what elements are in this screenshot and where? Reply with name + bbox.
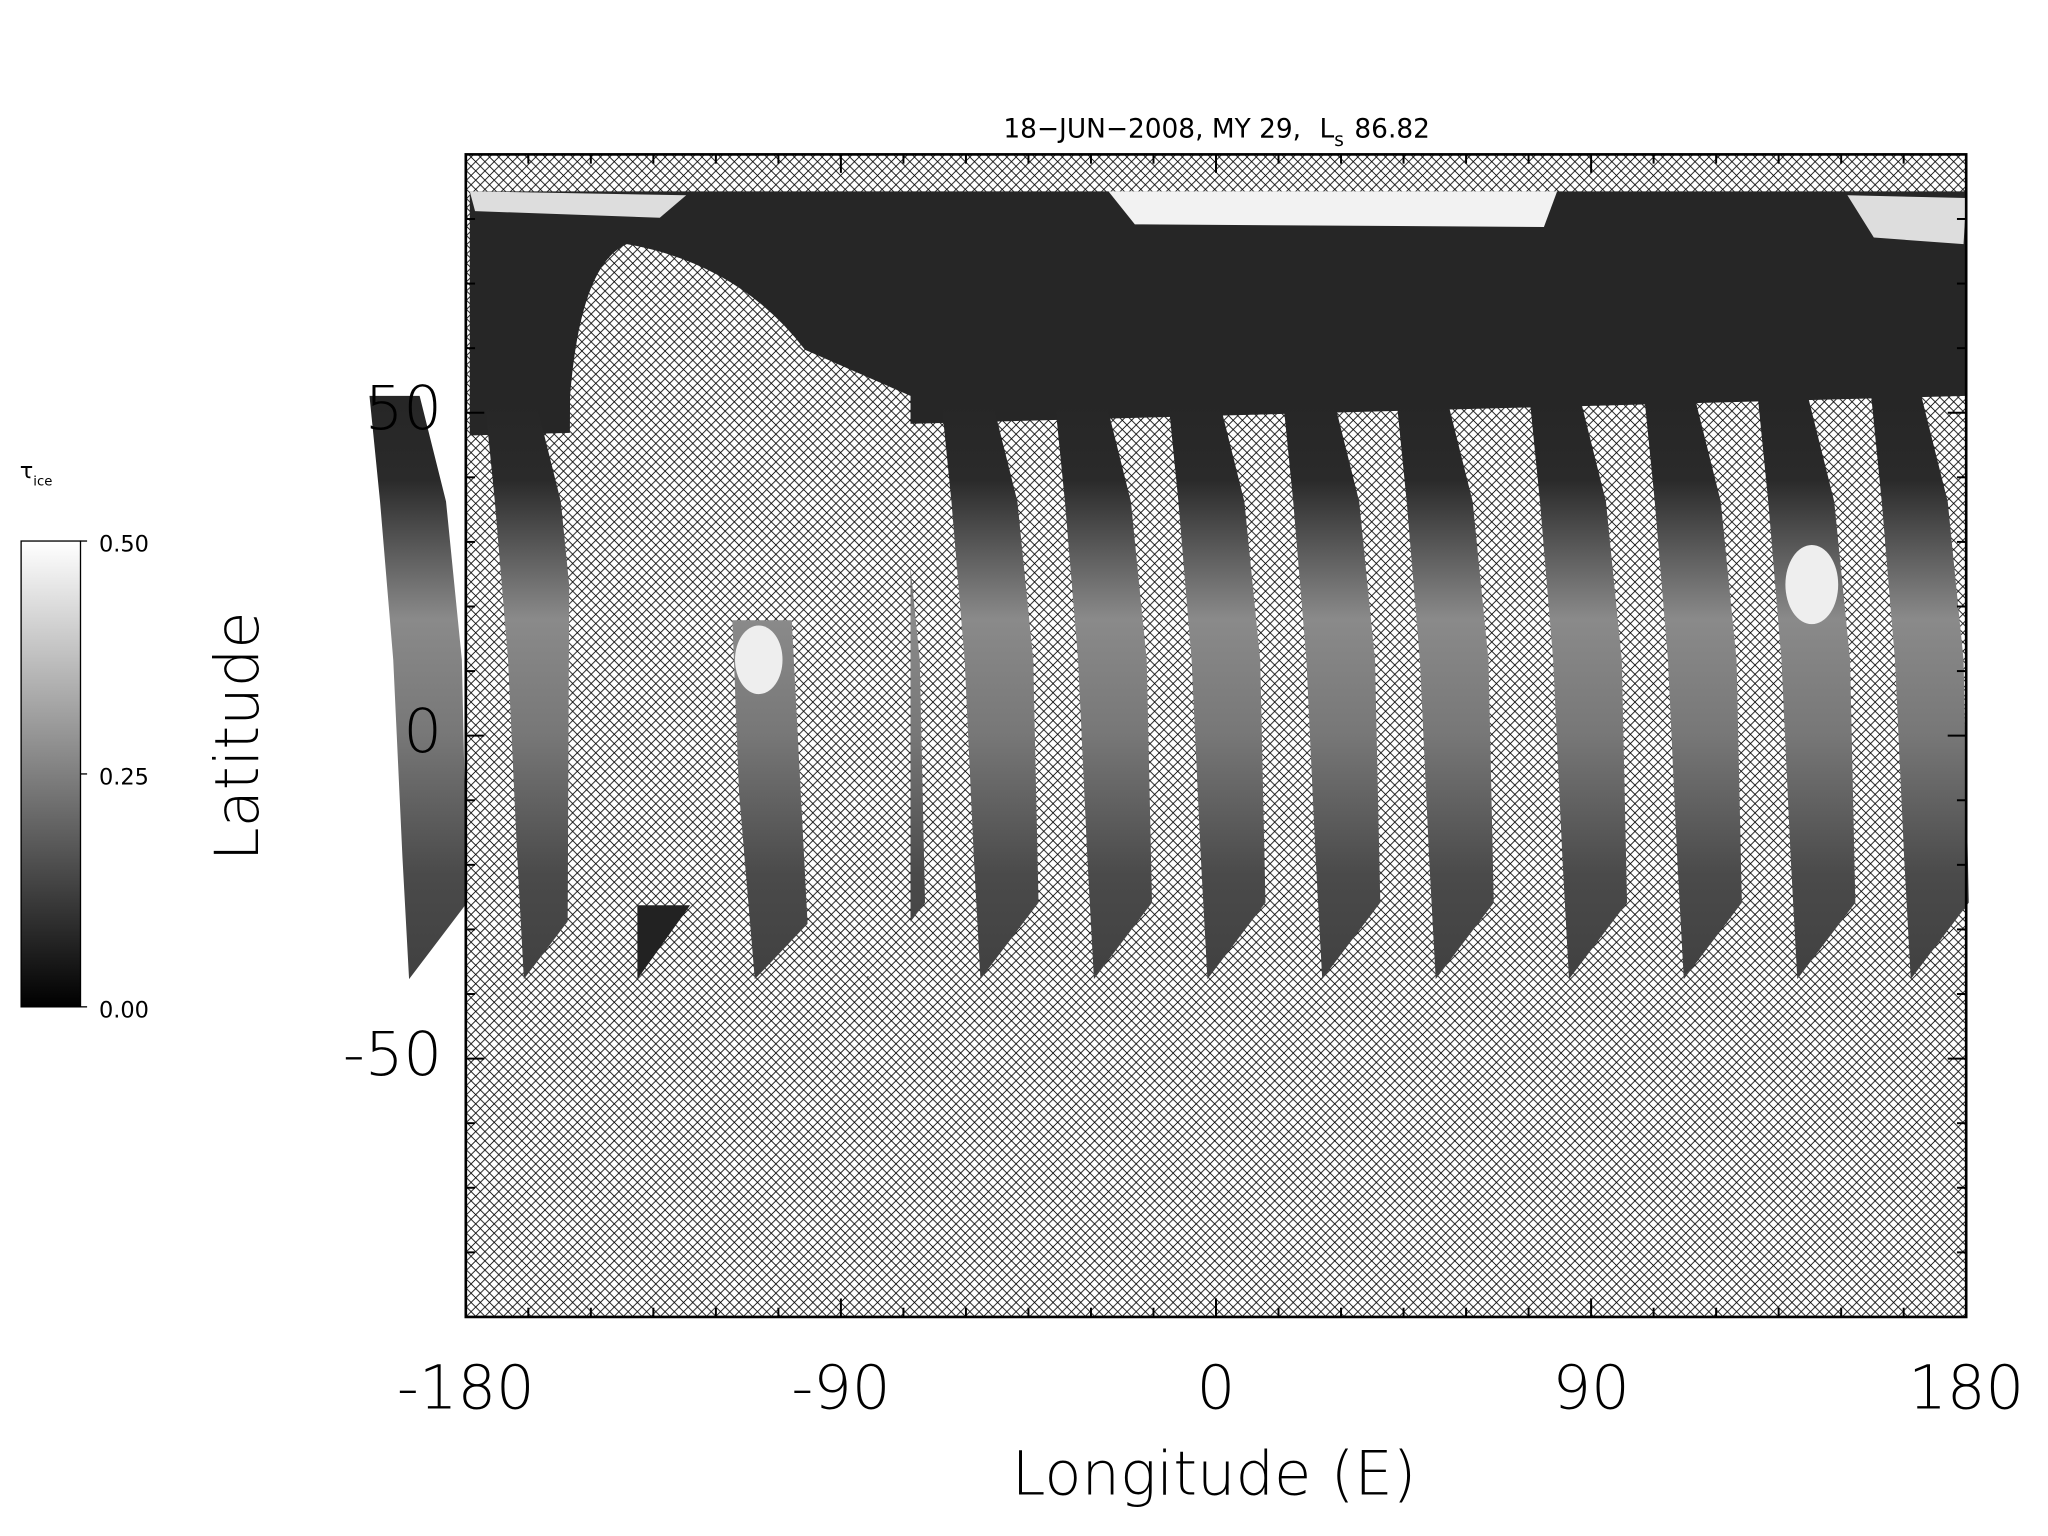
title-value: 86.82 [1354,114,1430,144]
colorbar-tick-label: 0.00 [99,997,149,1023]
colorbar-tick-label: 0.25 [99,764,149,790]
swath [940,395,1039,980]
y-tick-label: 0 [403,697,442,767]
y-tick-label: -50 [343,1020,442,1090]
title-subscript: s [1334,130,1344,151]
swath [1529,395,1628,980]
swath [1757,395,1856,980]
x-tick-label: 180 [1908,1354,2024,1424]
y-axis-label: Latitude [203,611,273,861]
chart-title: 18−JUN−2008, MY 29, Ls 86.82 [1003,114,1430,151]
swath [1644,395,1742,980]
title-symbol: L [1320,114,1335,144]
swath [1054,395,1152,980]
x-tick-label: 0 [1197,1354,1236,1424]
x-axis-label: Longitude (E) [1012,1439,1417,1509]
title-text: 18−JUN−2008, MY 29, [1003,114,1301,144]
colorbar [20,540,82,1008]
colorbar-tick-label: 0.50 [99,531,149,557]
y-tick-label: 50 [365,374,442,444]
x-tick-label: -90 [791,1354,890,1424]
swath [1396,395,1494,980]
swath [1282,395,1381,980]
colorbar-subscript: ice [33,475,52,490]
swath [1167,395,1266,980]
colorbar-symbol: τ [20,458,34,484]
swath [369,395,468,980]
swath [484,395,582,980]
x-tick-label: -180 [397,1354,535,1424]
colorbar-label: τice [20,458,53,490]
x-tick-label: 90 [1552,1354,1629,1424]
swath [1871,395,1969,980]
map-image [369,153,1969,1319]
